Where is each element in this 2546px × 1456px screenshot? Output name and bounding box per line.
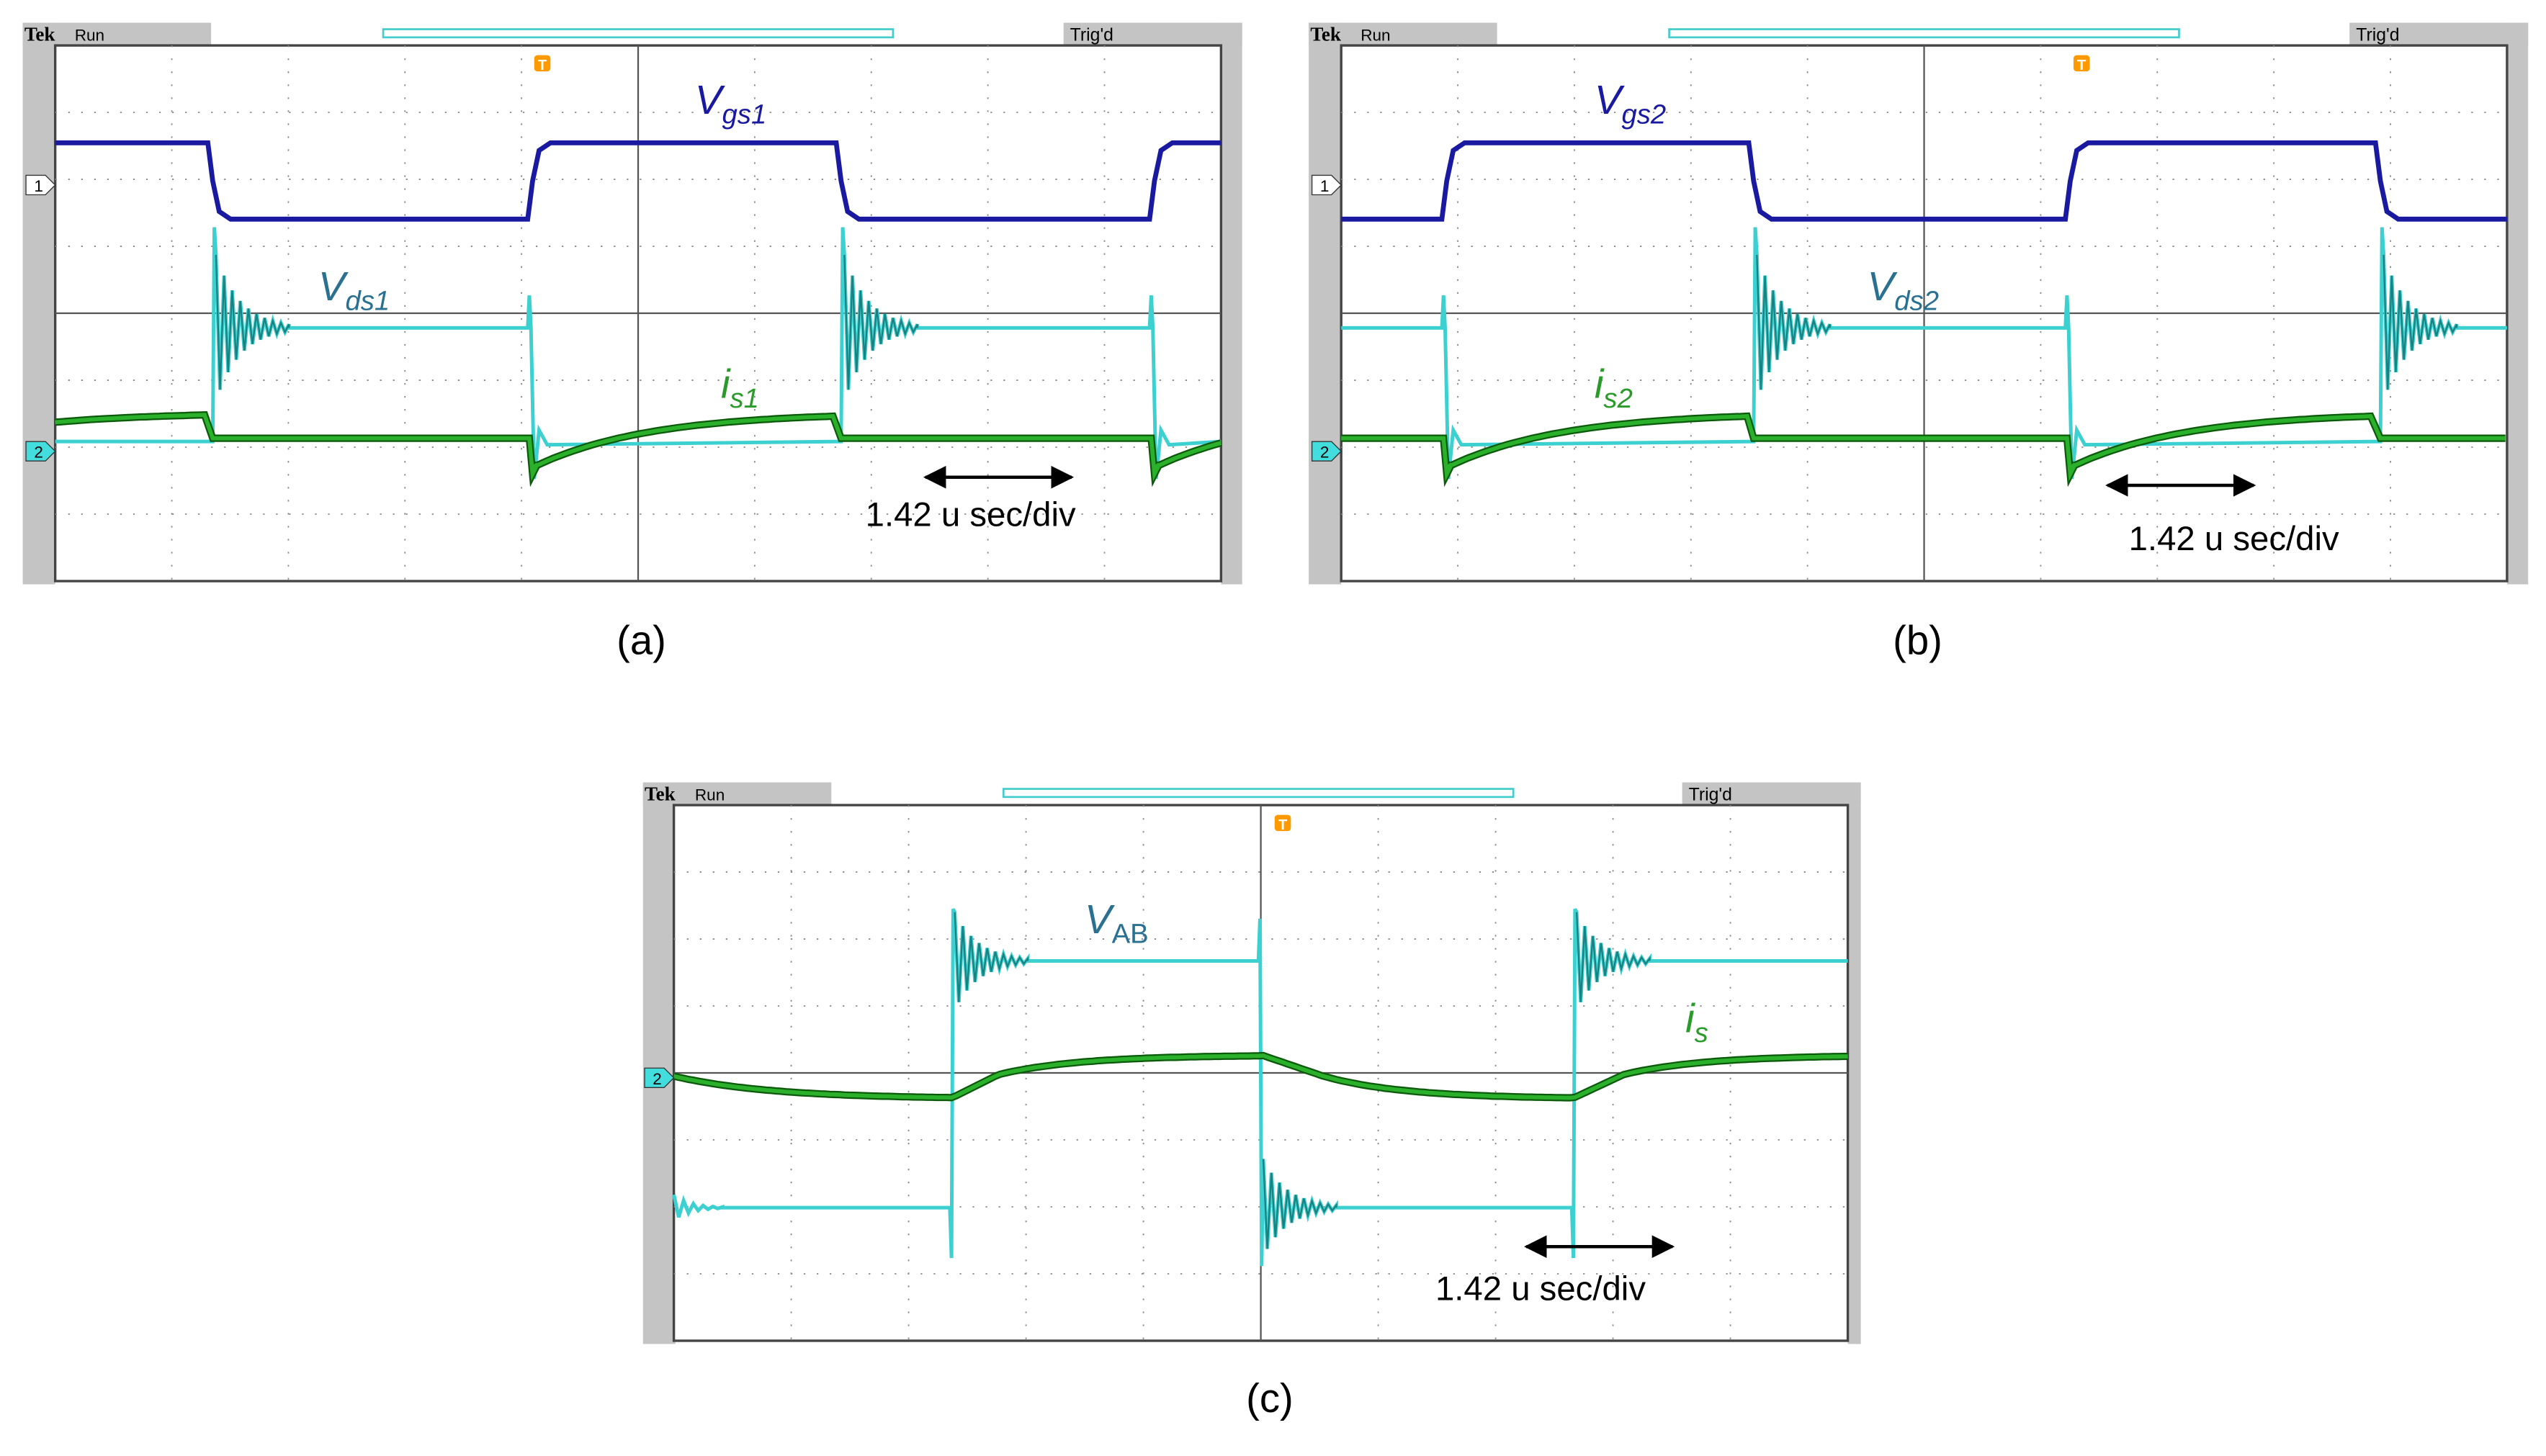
header-right — [1063, 22, 1242, 46]
trigger-marker-box — [1274, 814, 1291, 832]
record-bar — [1668, 28, 2180, 39]
channel-marker-shape — [1311, 441, 1343, 462]
caption: (a) — [617, 617, 666, 662]
signal-label: Vds1 — [318, 264, 390, 317]
signal-label: Vgs2 — [1595, 77, 1666, 130]
waveform-ringing — [1262, 1159, 1337, 1249]
signal-label-sub: gs2 — [1621, 99, 1666, 130]
waveform-ringing — [215, 254, 290, 390]
channel-marker-shape — [1311, 174, 1343, 196]
bezel-right — [1847, 782, 1861, 1344]
channel-marker: 1 — [1320, 177, 1330, 195]
signal-label-main: V — [695, 77, 725, 122]
waveform-current — [1341, 414, 2506, 482]
bezel — [22, 22, 55, 585]
channel-marker-shape — [25, 174, 56, 196]
signal-label-sub: ds1 — [345, 286, 390, 317]
signal-label-sub: ds2 — [1894, 286, 1939, 317]
signal-label-main: i — [1595, 361, 1605, 406]
trigger: Trig'd — [1070, 25, 1113, 45]
header-left — [642, 782, 832, 806]
header-left — [22, 22, 212, 46]
trigger: Trig'd — [1689, 785, 1732, 804]
record-bar — [1002, 788, 1515, 799]
waveform-ringing — [1756, 254, 1831, 390]
signal-label-main: V — [1868, 264, 1898, 309]
signal-label-main: i — [721, 361, 731, 406]
brand: Tek — [24, 23, 55, 45]
scale-label: 1.42 u sec/div — [866, 495, 1076, 534]
trigger-marker-box — [2073, 55, 2090, 72]
waveform-ringing — [1575, 912, 1651, 1002]
signal-label-main: V — [1595, 77, 1625, 122]
signal-label-sub: gs1 — [722, 99, 767, 130]
trigger-marker: T — [2077, 58, 2086, 73]
waveform-gate — [55, 140, 1222, 222]
trigger-marker-box — [534, 55, 551, 72]
header-left — [1309, 22, 1497, 46]
bezel — [642, 782, 676, 1344]
waveform-ringing — [843, 254, 918, 390]
trigger: Trig'd — [2356, 25, 2399, 45]
channel-marker: 2 — [34, 444, 43, 462]
signal-label-sub: s — [1695, 1017, 1708, 1048]
waveform-current — [55, 413, 1222, 482]
channel-marker-shape — [644, 1067, 675, 1088]
header-right — [2349, 22, 2529, 46]
bezel-right — [2506, 22, 2529, 585]
signal-label: Vgs1 — [695, 77, 766, 130]
signal-label: VAB — [1085, 896, 1149, 950]
signal-label: Vds2 — [1868, 264, 1939, 317]
signal-label: is — [1685, 996, 1708, 1049]
signal-label-sub: s2 — [1603, 383, 1632, 414]
record-bar — [382, 28, 895, 39]
bezel-right — [1221, 22, 1242, 585]
bezel — [1309, 22, 1342, 585]
signal-label-main: i — [1685, 996, 1695, 1041]
channel-marker: 2 — [653, 1070, 662, 1088]
header-right — [1682, 782, 1861, 806]
signal-label: is1 — [721, 361, 759, 414]
waveform-gate — [1341, 140, 2507, 222]
scale-label: 1.42 u sec/div — [2129, 520, 2339, 558]
caption: (c) — [1246, 1375, 1294, 1421]
channel-marker-shape — [25, 441, 56, 462]
scale-label: 1.42 u sec/div — [1435, 1270, 1646, 1308]
caption: (b) — [1893, 617, 1942, 662]
trigger-marker: T — [1278, 817, 1288, 833]
channel-marker: 1 — [34, 177, 43, 195]
signal-label-sub: s1 — [730, 383, 759, 414]
status: Run — [1361, 26, 1390, 44]
signal-label-main: V — [1085, 896, 1115, 942]
signal-label-sub: AB — [1112, 919, 1149, 950]
signal-label: is2 — [1595, 361, 1633, 414]
status: Run — [75, 26, 104, 44]
brand: Tek — [1310, 23, 1341, 45]
waveform-ringing — [2383, 254, 2458, 390]
trigger-marker: T — [538, 58, 547, 73]
waveform-current — [673, 1053, 1848, 1100]
brand: Tek — [645, 783, 676, 804]
signal-label-main: V — [318, 264, 349, 309]
channel-marker: 2 — [1320, 444, 1330, 462]
waveform-ringing — [954, 912, 1029, 1002]
status: Run — [695, 786, 725, 804]
